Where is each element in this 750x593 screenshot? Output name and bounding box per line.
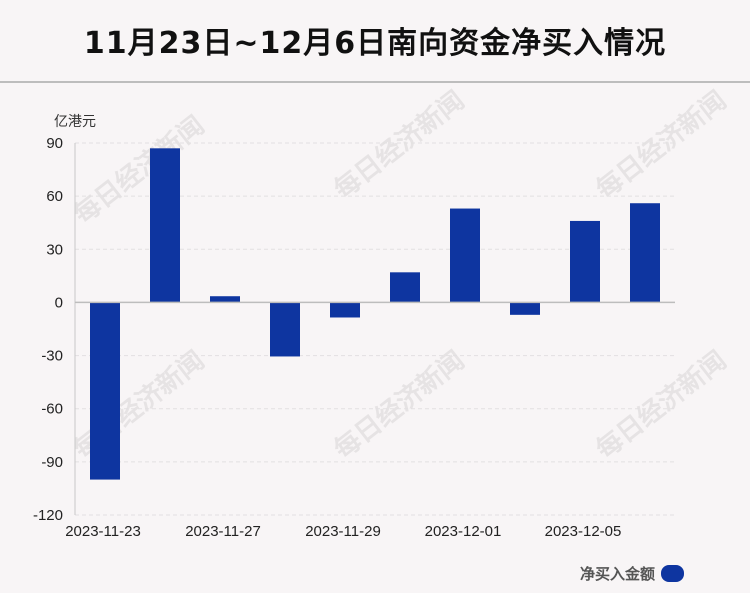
y-tick-label: 90	[46, 135, 63, 152]
title-divider	[0, 81, 750, 83]
legend: 净买入金额	[580, 563, 684, 584]
y-tick-label: 0	[55, 294, 63, 311]
legend-label: 净买入金额	[579, 565, 655, 583]
y-tick-label: -90	[41, 454, 63, 471]
bar	[330, 302, 360, 318]
bar	[570, 220, 600, 303]
bar	[150, 148, 180, 303]
bar	[390, 272, 420, 303]
bar	[90, 302, 120, 480]
x-tick-label: 2023-12-05	[545, 523, 622, 540]
y-tick-label: -30	[41, 348, 63, 365]
y-tick-label: -60	[41, 401, 63, 418]
bar	[210, 296, 240, 303]
bar	[450, 208, 480, 303]
x-tick-label: 2023-11-29	[305, 523, 381, 540]
chart-title: 11月23日~12月6日南向资金净买入情况	[83, 26, 667, 61]
bar	[270, 302, 300, 357]
x-tick-label: 2023-11-27	[185, 523, 261, 540]
bar	[630, 203, 660, 303]
y-tick-label: 60	[46, 188, 63, 205]
x-tick-label: 2023-12-01	[425, 523, 502, 540]
y-tick-label: 30	[46, 241, 63, 258]
legend-swatch	[661, 565, 684, 582]
bar	[510, 302, 540, 315]
y-tick-label: -120	[33, 507, 63, 524]
y-axis-unit-label: 亿港元	[54, 114, 96, 130]
x-tick-label: 2023-11-23	[65, 523, 141, 540]
